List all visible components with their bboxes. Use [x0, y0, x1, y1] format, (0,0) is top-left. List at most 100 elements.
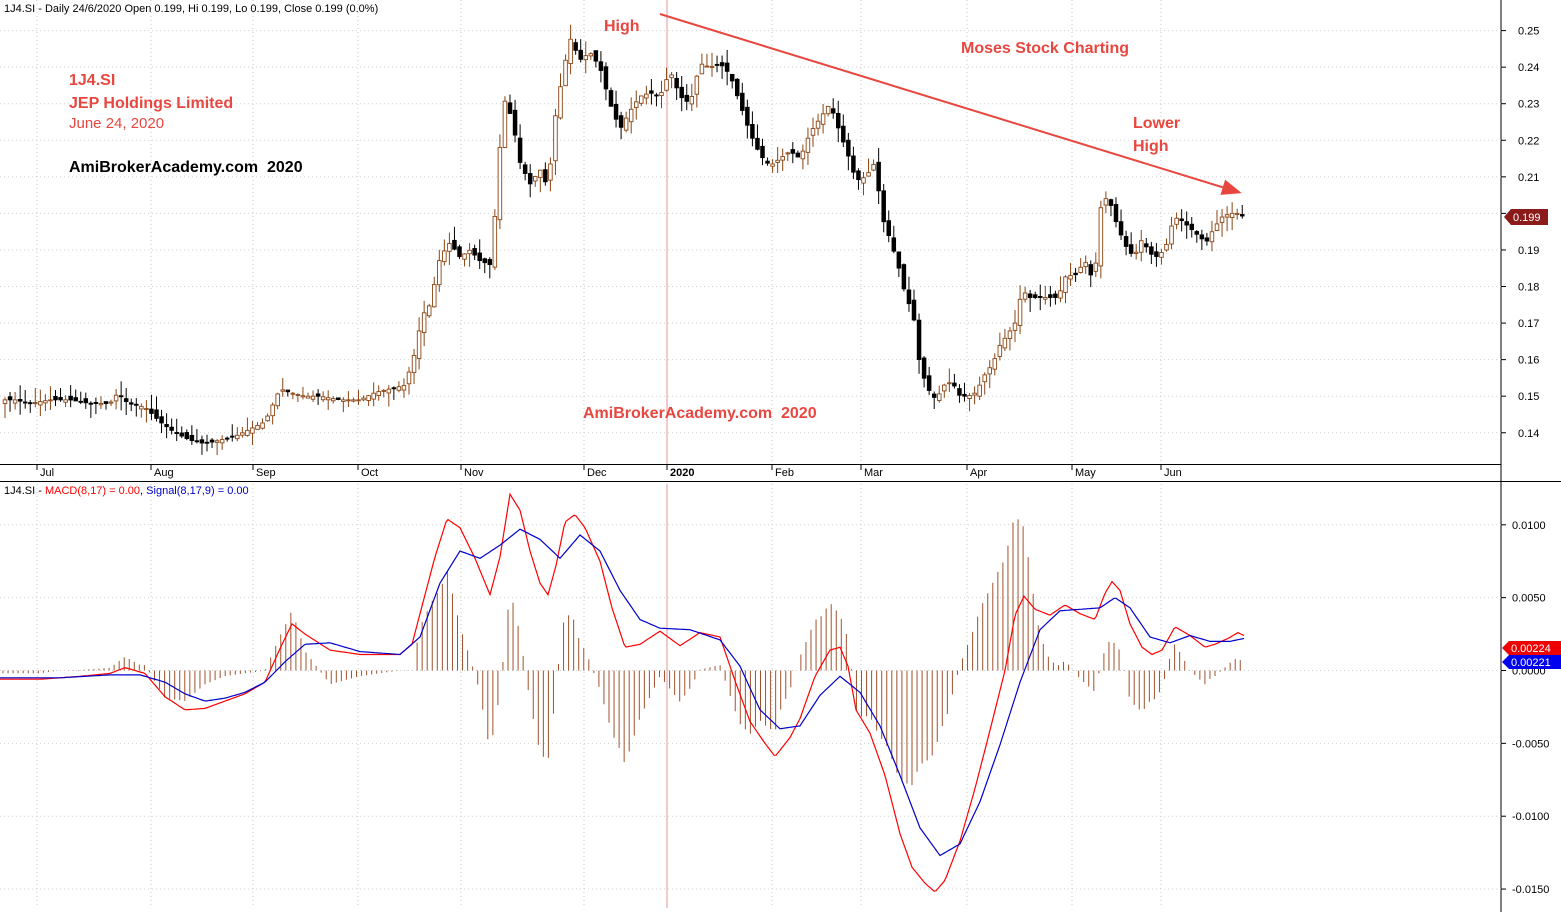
macd-header-sep: , [140, 485, 146, 497]
candlesticks [2, 24, 1245, 456]
candle-body [123, 398, 129, 402]
candle-body [1123, 236, 1129, 247]
candle-body [957, 388, 962, 396]
candle-body [926, 375, 932, 391]
candle-body [1234, 212, 1240, 215]
candle-body [325, 397, 331, 401]
candle-body [527, 173, 533, 185]
candle-body [507, 102, 513, 114]
candle-body [194, 440, 200, 443]
candle-body [512, 109, 518, 136]
candle-body [381, 389, 387, 392]
candle-body [1138, 240, 1144, 253]
candle-body [921, 357, 927, 379]
candle-body [447, 243, 452, 252]
candle-body [63, 399, 68, 403]
candle-body [931, 393, 937, 398]
candle-body [416, 330, 422, 359]
candle-body [320, 396, 326, 401]
candle-body [426, 305, 432, 317]
candle-body [1179, 218, 1184, 221]
candle-body [1164, 244, 1169, 251]
candle-body [593, 50, 599, 62]
candle-body [805, 137, 811, 153]
candle-body [88, 402, 94, 405]
candle-body [315, 393, 321, 397]
candle-body [548, 163, 553, 181]
candle-body [144, 408, 149, 410]
candle-body [1048, 294, 1053, 298]
candle-body [43, 400, 48, 404]
candle-body [856, 170, 861, 181]
candle-body [149, 408, 154, 414]
candle-body [482, 258, 488, 264]
candle-body [1199, 234, 1205, 240]
candle-body [578, 49, 583, 60]
x-tick-label: Aug [154, 467, 174, 479]
candle-body [694, 75, 700, 95]
price-tick-label: 0.23 [1518, 99, 1539, 111]
candle-body [310, 395, 316, 400]
x-tick-label: Apr [970, 467, 987, 479]
candle-body [174, 432, 179, 435]
candle-body [265, 415, 270, 422]
candle-body [719, 62, 725, 67]
candle-body [598, 61, 604, 71]
x-tick-label: Mar [864, 467, 883, 479]
signal-line [0, 528, 1245, 857]
candle-body [962, 393, 967, 397]
macd-tick-label: 0.0050 [1512, 593, 1546, 605]
candle-body [1189, 223, 1194, 231]
candle-body [836, 112, 841, 129]
price-tick-label: 0.25 [1518, 26, 1539, 38]
candle-body [745, 106, 750, 126]
candle-body [765, 160, 770, 164]
candle-body [573, 42, 578, 51]
candle-body [17, 398, 23, 402]
candle-body [73, 397, 78, 402]
candle-body [250, 427, 255, 434]
candle-body [1239, 214, 1245, 217]
company-annotation: JEP Holdings Limited [69, 95, 233, 112]
price-panel-bg [0, 0, 1501, 464]
x-axis-labels: Jul Aug Sep Oct Nov Dec 2020 Feb Mar Apr May Jun [36, 464, 1182, 479]
candle-body [53, 395, 58, 401]
candle-body [204, 441, 210, 444]
candle-body [270, 404, 275, 417]
x-tick-label: Jul [40, 467, 54, 479]
x-tick-label: May [1075, 467, 1096, 479]
candle-body [628, 108, 634, 123]
macd-tag-shape [1502, 641, 1561, 655]
candle-body [876, 161, 881, 192]
candle-body [139, 405, 144, 410]
candle-body [467, 249, 472, 255]
candle-body [452, 239, 457, 250]
candle-body [664, 79, 669, 91]
candle-body [533, 176, 538, 182]
candle-body [1088, 264, 1093, 276]
candle-body [543, 169, 548, 183]
last-price-tag-shape [1504, 209, 1548, 225]
candle-body [179, 432, 184, 437]
candle-body [623, 117, 629, 131]
candle-body [497, 146, 503, 221]
candle-body [649, 90, 654, 94]
candle-body [588, 53, 594, 57]
candle-body [820, 113, 826, 125]
candle-body [472, 248, 477, 256]
candle-body [396, 386, 402, 391]
price-tick-label: 0.18 [1518, 282, 1539, 294]
candle-body [235, 434, 240, 440]
candle-body [118, 395, 124, 398]
candle-body [336, 397, 341, 400]
candle-body [1043, 297, 1048, 300]
x-tick-label: 2020 [670, 467, 694, 479]
candle-body [947, 382, 952, 385]
candle-body [634, 101, 639, 109]
candle-body [331, 398, 336, 402]
macd-header-value: MACD(8,17) = 0.00 [45, 485, 140, 497]
candle-body [12, 399, 18, 404]
candle-body [613, 103, 619, 120]
